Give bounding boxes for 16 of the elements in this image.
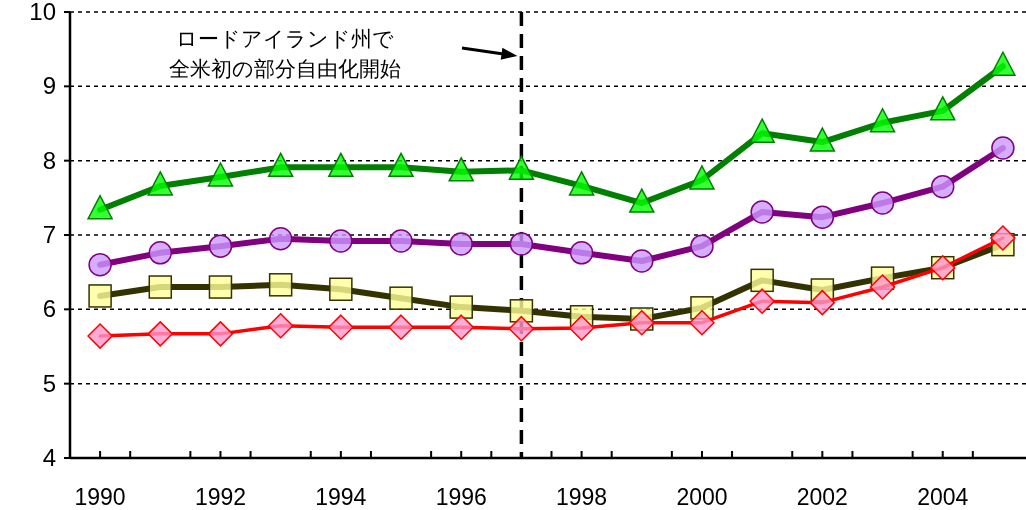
x-tick-label: 1992 xyxy=(194,484,247,510)
y-tick-label: 7 xyxy=(42,221,56,248)
x-tick-label: 1996 xyxy=(435,484,487,510)
x-tick-label: 2000 xyxy=(676,484,728,510)
x-tick-label: 1990 xyxy=(74,484,126,510)
y-tick-label: 9 xyxy=(42,72,56,100)
x-tick-label: 1998 xyxy=(556,484,608,510)
y-tick-label: 10 xyxy=(29,0,56,25)
annotation: ロードアイランド州で全米初の部分自由化開始 xyxy=(169,27,401,80)
y-tick-label: 8 xyxy=(42,146,56,174)
x-tick-label: 2002 xyxy=(796,484,848,510)
y-tick-label: 6 xyxy=(42,295,56,323)
x-tick-label: 1994 xyxy=(315,484,367,510)
y-tick-label: 5 xyxy=(42,369,56,397)
x-tick-label: 2004 xyxy=(917,484,969,510)
y-tick-label: 4 xyxy=(42,444,56,471)
